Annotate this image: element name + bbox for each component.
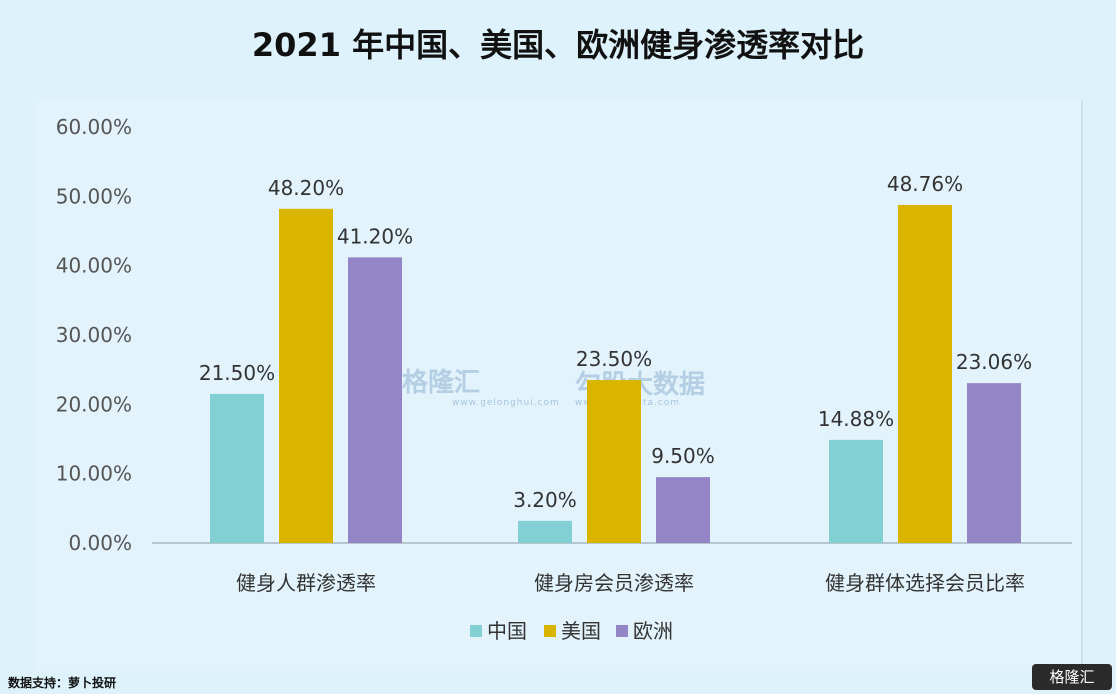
legend-label: 美国 [561, 619, 601, 643]
y-tick-label: 10.00% [56, 462, 132, 486]
y-tick-label: 50.00% [56, 184, 132, 208]
bar [829, 439, 883, 543]
data-label: 14.88% [818, 407, 894, 431]
data-label: 3.20% [513, 488, 577, 512]
watermark-left-url: www.gelonghui.com [452, 398, 560, 408]
legend-label: 欧洲 [633, 619, 673, 643]
y-tick-label: 0.00% [68, 531, 132, 555]
bar [587, 380, 641, 543]
legend-swatch [544, 625, 556, 637]
bar [348, 257, 402, 543]
data-label: 21.50% [199, 361, 275, 385]
brand-logo: 格隆汇 [1032, 664, 1112, 690]
x-category-label: 健身房会员渗透率 [534, 571, 694, 595]
data-label: 23.50% [576, 347, 652, 371]
bar [210, 393, 264, 543]
legend-label: 中国 [487, 619, 527, 643]
legend-swatch [470, 625, 482, 637]
bar [656, 477, 710, 543]
y-tick-label: 40.00% [56, 254, 132, 278]
bar [967, 383, 1021, 543]
data-label: 48.76% [887, 172, 963, 196]
legend-swatch [616, 625, 628, 637]
data-label: 41.20% [337, 224, 413, 248]
y-tick-label: 30.00% [56, 323, 132, 347]
bar [898, 204, 952, 543]
watermark-left: 格隆汇 [402, 368, 481, 398]
data-label: 48.20% [268, 176, 344, 200]
bar [518, 520, 572, 543]
x-category-label: 健身群体选择会员比率 [825, 571, 1025, 595]
y-tick-label: 60.00% [56, 115, 132, 139]
chart-title: 2021 年中国、美国、欧洲健身渗透率对比 [251, 26, 865, 64]
source-note: 数据支持：萝卜投研 [8, 676, 117, 690]
x-category-label: 健身人群渗透率 [236, 571, 376, 595]
data-label: 23.06% [956, 350, 1032, 374]
data-label: 9.50% [651, 444, 715, 468]
bar [279, 208, 333, 543]
y-tick-label: 20.00% [56, 392, 132, 416]
